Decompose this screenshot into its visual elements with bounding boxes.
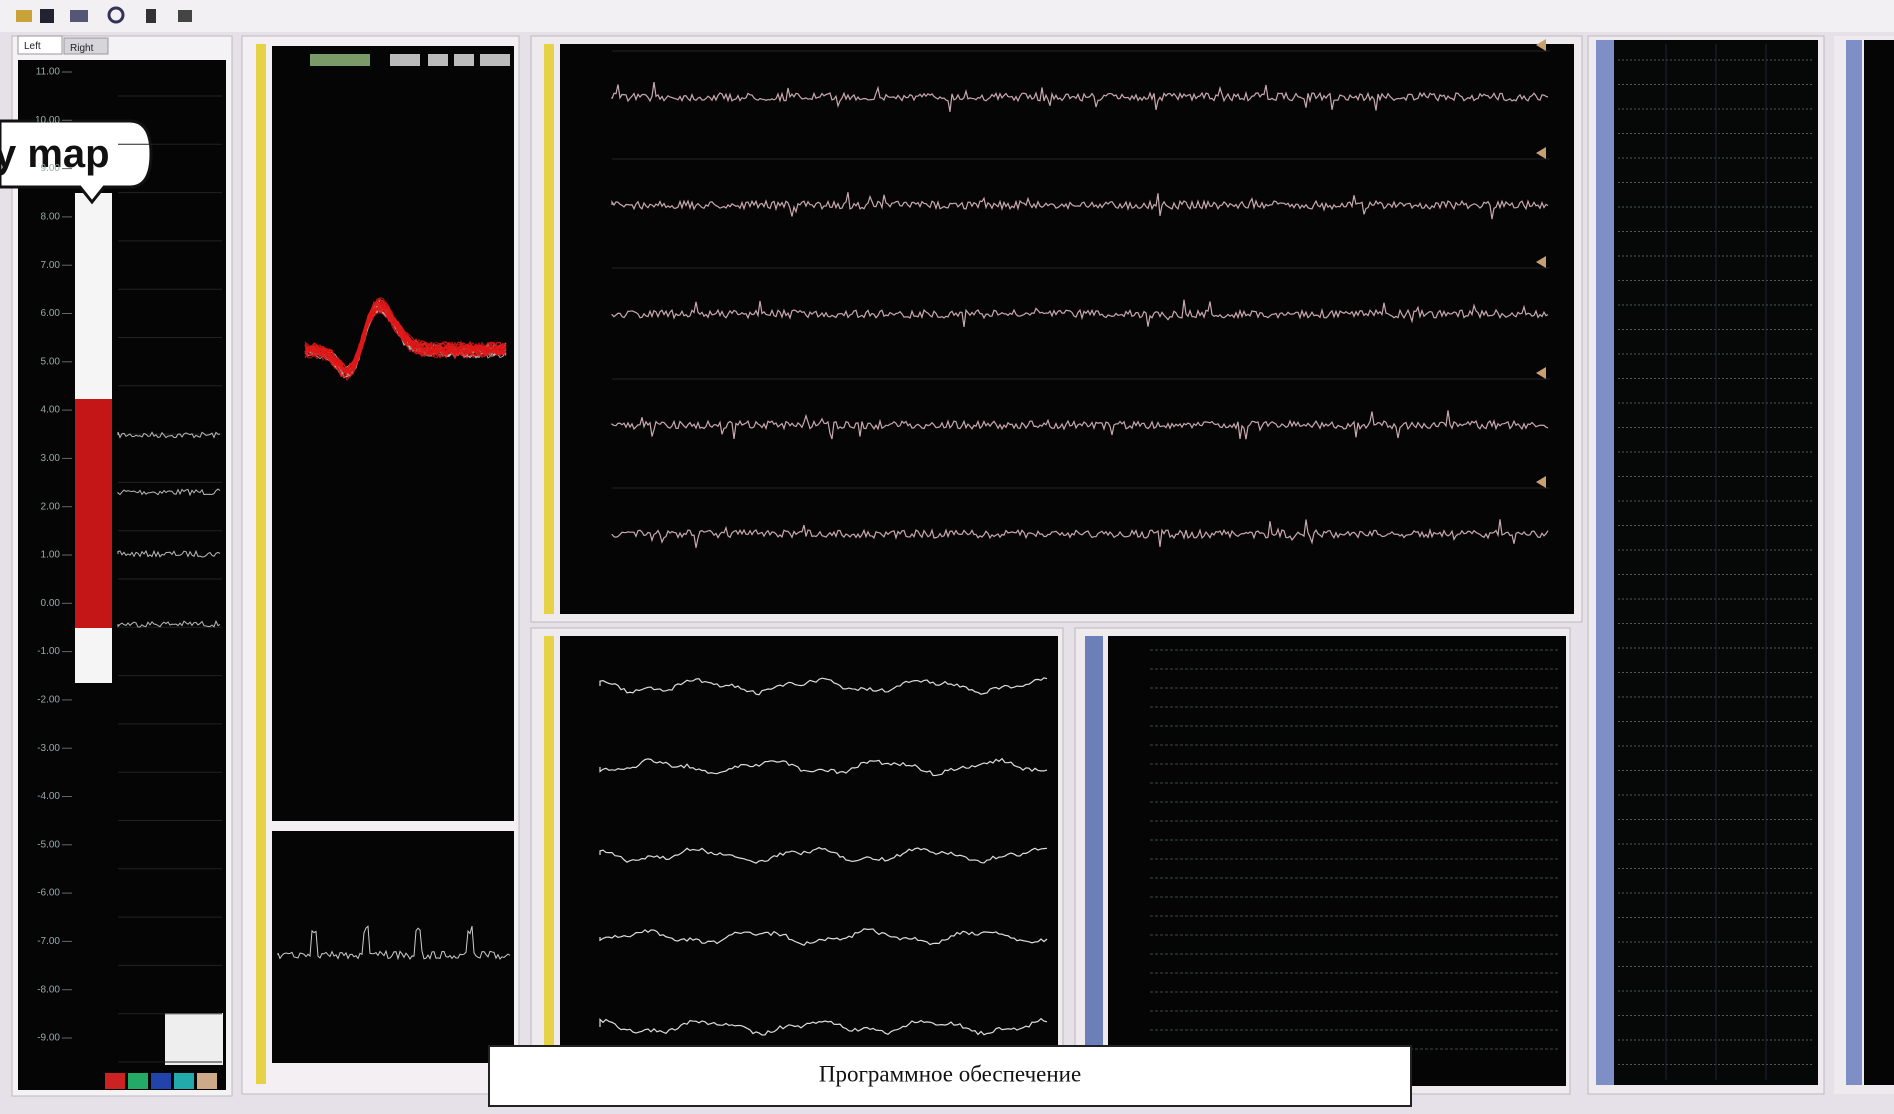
depth-label: -5.00	[37, 839, 60, 850]
overlay-buttons	[310, 54, 510, 66]
panel-strip	[1596, 40, 1616, 1085]
button[interactable]	[454, 54, 474, 66]
depth-label: 0.00	[41, 598, 61, 609]
swatch[interactable]	[174, 1073, 194, 1089]
icon-pointer[interactable]	[178, 10, 192, 22]
raw-trace	[611, 519, 1549, 548]
channels-view	[1108, 636, 1566, 1086]
lfp-trace	[599, 846, 1048, 864]
depth-trace	[117, 488, 221, 497]
tab-left-label[interactable]: Left	[24, 41, 41, 52]
panel-strip	[1846, 40, 1862, 1085]
tab-left[interactable]	[17, 35, 63, 55]
marker	[1536, 39, 1546, 51]
callout-bubble	[0, 119, 153, 205]
panel-strip	[544, 636, 554, 1056]
depth-label: 9.00	[41, 163, 61, 174]
lfp-trace	[599, 757, 1048, 777]
lfp-trace	[599, 1017, 1048, 1036]
color-swatches	[105, 1073, 217, 1089]
lfp-trace	[599, 677, 1048, 696]
raw-signal-view	[560, 44, 1574, 614]
icon-save[interactable]	[40, 9, 54, 23]
depth-label: -9.00	[37, 1033, 60, 1044]
raw-trace	[611, 299, 1549, 327]
depth-label: -3.00	[37, 743, 60, 754]
depth-label: -6.00	[37, 888, 60, 899]
depth-label: 2.00	[41, 501, 61, 512]
depth-trace	[117, 619, 221, 628]
traces: 11.00 10.00 9.00 8.00 7.00 6.00 5.00 4.00 3.00 2.…	[35, 39, 1814, 1080]
depth-label: 11.00	[36, 67, 61, 78]
nav-pad[interactable]	[165, 1013, 223, 1065]
depth-label: 3.00	[41, 453, 61, 464]
button[interactable]	[390, 54, 420, 66]
tab-right-label[interactable]: Right	[70, 43, 94, 54]
swatch[interactable]	[128, 1073, 148, 1089]
depth-label: 8.00	[41, 212, 61, 223]
far-right-view	[1864, 40, 1894, 1085]
depth-trace	[117, 549, 221, 558]
depth-label: 6.00	[41, 308, 61, 319]
depth-label: 1.00	[41, 550, 61, 561]
caption-text: Программное обеспечение	[819, 1061, 1081, 1086]
depth-trace	[117, 431, 221, 439]
panel-strip	[1085, 636, 1103, 1056]
lfp-trace	[599, 928, 1048, 947]
icon-print[interactable]	[70, 10, 88, 22]
depth-label: -2.00	[37, 695, 60, 706]
trajectory-active-zone	[75, 399, 112, 628]
depth-label: 10.00	[35, 115, 60, 126]
depth-label: -1.00	[37, 646, 60, 657]
depth-label: -4.00	[37, 791, 60, 802]
lfp-view	[560, 636, 1058, 1056]
callout-text: y map	[0, 132, 110, 176]
depth-label: 4.00	[41, 405, 61, 416]
spike-overlay	[272, 46, 514, 821]
swatch[interactable]	[105, 1073, 125, 1089]
button[interactable]	[480, 54, 510, 66]
channel-buttons[interactable]	[310, 54, 370, 66]
spike-waveform	[304, 308, 507, 382]
raw-trace	[611, 410, 1549, 440]
toolbar	[0, 0, 1894, 32]
depth-label: -7.00	[37, 936, 60, 947]
marker	[1536, 147, 1546, 159]
raw-trace	[611, 82, 1549, 112]
swatch[interactable]	[197, 1073, 217, 1089]
unit-trace-line	[277, 925, 511, 961]
tab-right[interactable]	[63, 37, 109, 55]
swatch[interactable]	[151, 1073, 171, 1089]
marker	[1536, 476, 1546, 488]
trajectory-map	[18, 60, 226, 1090]
raw-trace	[611, 192, 1549, 220]
caption-box	[488, 1045, 1412, 1107]
icon-zoom[interactable]	[107, 6, 125, 24]
toolbar-icons	[16, 6, 192, 24]
depth-label: -8.00	[37, 984, 60, 995]
depth-label: 7.00	[41, 260, 61, 271]
button[interactable]	[428, 54, 448, 66]
depth-label: 5.00	[41, 356, 61, 367]
marker	[1536, 367, 1546, 379]
icon-tool[interactable]	[146, 9, 156, 23]
panel-strip	[544, 44, 554, 614]
marker	[1536, 256, 1546, 268]
panel-strip	[256, 44, 266, 1084]
spike-waveform	[304, 303, 507, 375]
icon-open[interactable]	[16, 10, 32, 22]
spike-waveform	[304, 305, 507, 374]
unit-trace	[272, 831, 514, 1063]
